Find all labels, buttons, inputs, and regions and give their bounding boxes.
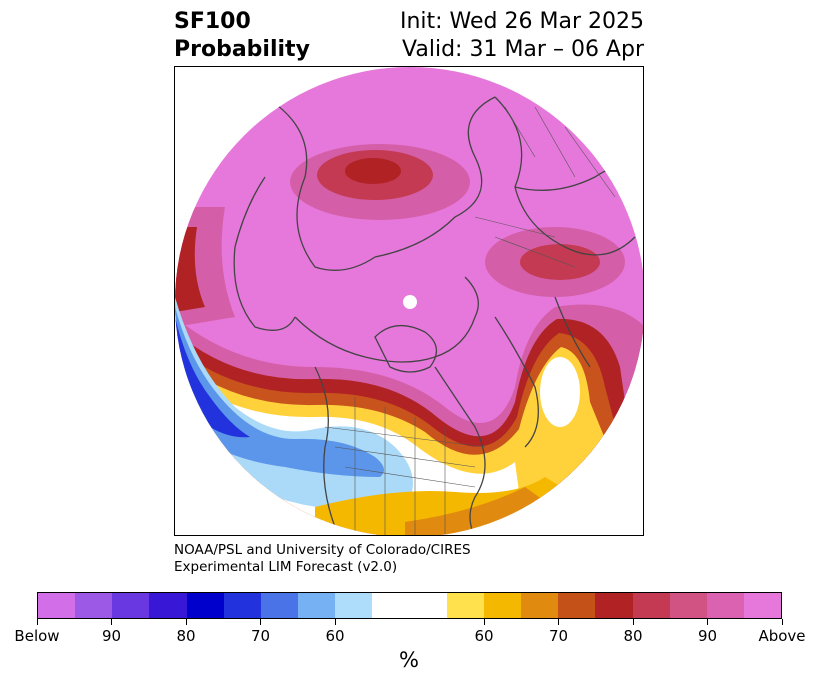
title-kind: Probability [174, 37, 310, 62]
colorbar-tick [111, 619, 112, 625]
pole-hole [403, 295, 417, 309]
polar-map [175, 67, 643, 535]
colorbar-tick-label: 90 [101, 627, 122, 645]
credit-text: NOAA/PSL and University of Colorado/CIRE… [174, 542, 471, 576]
colorbar [37, 592, 782, 619]
siberia-max-inner [345, 158, 401, 184]
colorbar-tick-label: 80 [176, 627, 196, 645]
colorbar-segment [669, 593, 707, 618]
colorbar-tick [483, 619, 485, 625]
colorbar-segment [372, 593, 410, 618]
init-date: Init: Wed 26 Mar 2025 [399, 9, 644, 34]
colorbar-tick [558, 619, 559, 625]
colorbar-segment [112, 593, 150, 618]
atlantic-near [540, 357, 580, 427]
colorbar-segment [743, 593, 782, 618]
map-title: SF100 Probability [174, 8, 310, 64]
colorbar-segment [483, 593, 522, 618]
colorbar-segment [223, 593, 261, 618]
colorbar-tick [781, 619, 783, 625]
colorbar-segment [38, 593, 76, 618]
map-dates: Init: Wed 26 Mar 2025 Valid: 31 Mar – 06… [400, 8, 644, 64]
colorbar-tick [260, 619, 261, 625]
colorbar-segment [706, 593, 744, 618]
credit-line-2: Experimental LIM Forecast (v2.0) [174, 559, 398, 575]
borders [324, 106, 616, 535]
credit-line-1: NOAA/PSL and University of Colorado/CIRE… [174, 542, 471, 558]
colorbar-tick-label: Above [758, 627, 806, 645]
colorbar-tick-label: Below [14, 627, 60, 645]
colorbar-segment [186, 593, 224, 618]
colorbar-tick-label: 60 [474, 627, 494, 645]
map-panel [174, 66, 644, 536]
colorbar-segment [75, 593, 113, 618]
colorbar-tick [185, 619, 187, 625]
title-variable: SF100 [174, 9, 251, 34]
colorbar-tick-label: 70 [548, 627, 569, 645]
colorbar-segment [260, 593, 299, 618]
colorbar-segment [149, 593, 187, 618]
coastlines [233, 96, 643, 535]
colorbar-tick-label: 60 [325, 627, 345, 645]
west-edge-above-inner [175, 227, 205, 312]
colorbar-tick-label: 90 [697, 627, 718, 645]
colorbar-tick [334, 619, 336, 625]
colorbar-segment [409, 593, 447, 618]
colorbar-tick [36, 619, 38, 625]
colorbar-tick-label: 80 [623, 627, 643, 645]
colorbar-tick-label: 70 [250, 627, 271, 645]
europe-max-inner [520, 244, 600, 280]
colorbar-segment [558, 593, 596, 618]
colorbar-segment [632, 593, 670, 618]
colorbar-segment [595, 593, 633, 618]
valid-range: Valid: 31 Mar – 06 Apr [402, 37, 644, 62]
colorbar-segment [521, 593, 559, 618]
colorbar-unit: % [399, 648, 419, 672]
colorbar-tick [632, 619, 634, 625]
colorbar-tick [707, 619, 708, 625]
colorbar-segment [335, 593, 373, 618]
colorbar-segment [446, 593, 484, 618]
colorbar-segment [298, 593, 336, 618]
